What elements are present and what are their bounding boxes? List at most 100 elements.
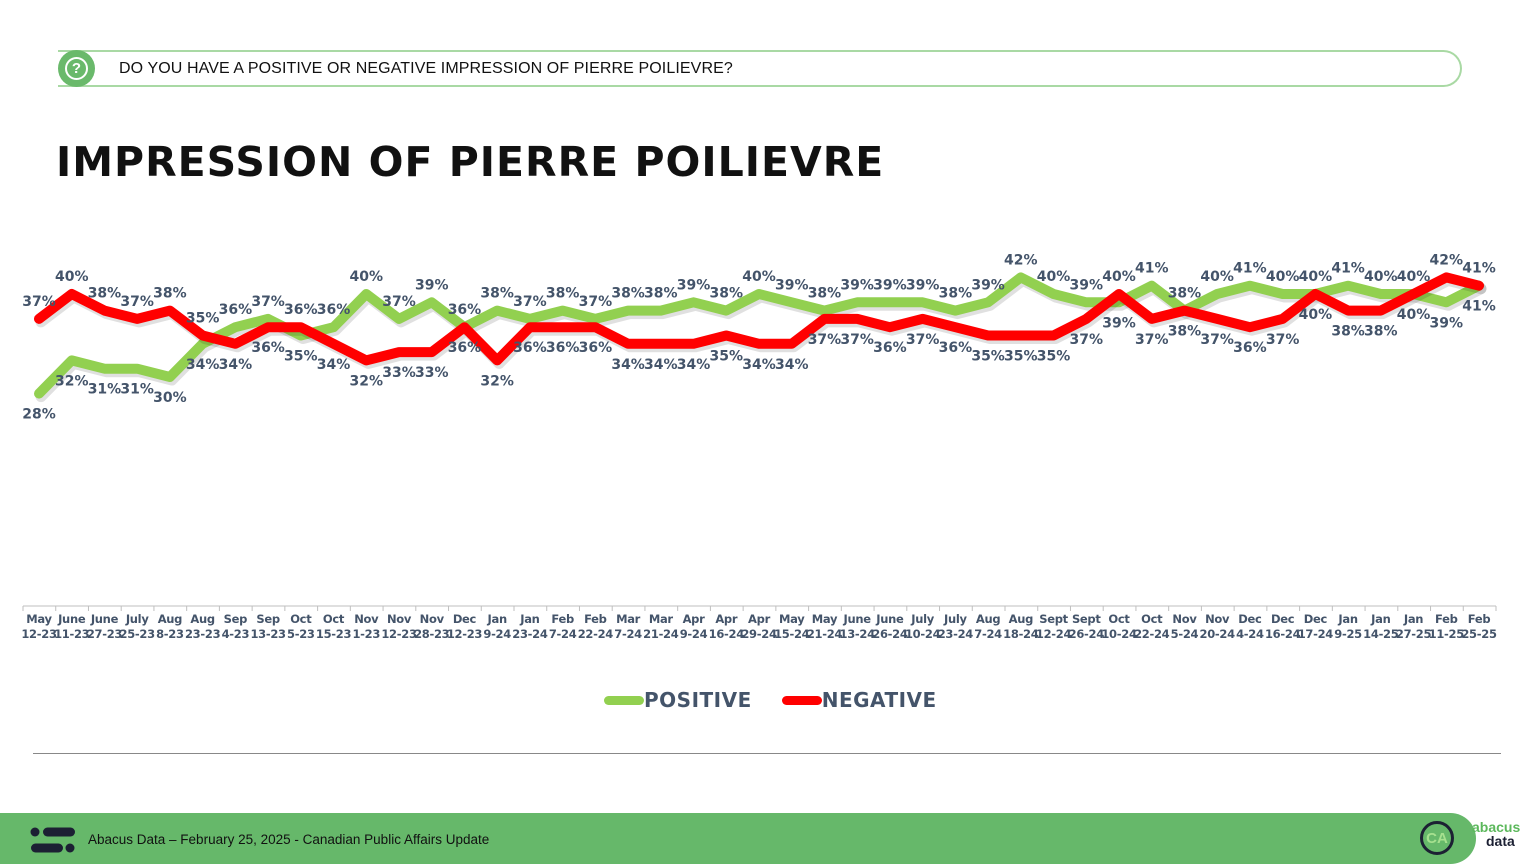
x-axis-label: June 11-23 [54,612,90,641]
negative-data-label: 37% [1266,332,1300,348]
negative-data-label: 33% [415,365,449,381]
x-axis-label: Oct 5-23 [287,612,315,641]
x-axis-label: Jan 14-25 [1363,612,1399,641]
negative-data-label: 36% [284,302,318,318]
chart-legend: POSITIVE NEGATIVE [604,688,967,712]
x-axis-label: Dec 12-23 [446,612,483,641]
negative-data-label: 35% [1004,349,1038,365]
footer: Abacus Data – February 25, 2025 - Canadi… [0,813,1536,864]
brand-name-line1: abacus [1472,819,1521,835]
x-axis-label: June 13-24 [839,612,876,641]
x-axis-label: Jan 27-25 [1395,612,1432,641]
positive-swatch [604,695,644,705]
negative-data-label: 40% [1299,307,1333,323]
x-axis-label: Aug 23-23 [184,612,221,641]
negative-data-label: 36% [1233,340,1267,356]
positive-data-label: 40% [1200,269,1234,285]
negative-data-label: 35% [710,349,744,365]
positive-data-label: 39% [775,277,809,293]
x-axis-label: Aug 18-24 [1003,612,1039,641]
x-axis-labels: May 12-23 June 11-23 June 27-23 July 25-23 Aug 8-… [0,612,1536,648]
positive-data-label: 40% [350,269,384,285]
x-axis-label: Feb 11-25 [1428,612,1465,641]
negative-data-label: 37% [1070,332,1104,348]
x-axis-label: Nov 12-23 [381,612,417,641]
negative-data-label: 36% [448,340,482,356]
x-axis-label: Nov 28-23 [414,612,450,641]
x-axis-label: Nov 1-23 [352,612,381,641]
negative-data-label: 38% [1168,324,1202,340]
brand-name-line2: data [1486,833,1515,849]
positive-data-label: 38% [611,286,645,302]
positive-data-label: 37% [513,294,547,310]
negative-data-label: 36% [546,340,580,356]
positive-data-label: 35% [284,349,318,365]
negative-swatch [781,695,822,705]
question-banner [58,50,1462,87]
negative-data-label: 38% [153,286,187,302]
x-axis-label: Jan 23-24 [512,612,548,641]
negative-data-label: 32% [480,373,514,389]
x-axis-label: Jan 9-25 [1334,612,1362,641]
positive-data-label: 40% [1037,269,1071,285]
negative-data-label: 36% [251,340,285,356]
positive-data-label: 41% [1462,261,1496,277]
positive-data-label: 40% [742,269,776,285]
positive-data-label: 36% [219,302,253,318]
positive-data-label: 41% [1135,261,1169,277]
x-axis-label: Sept 12-24 [1035,612,1072,641]
legend-positive: POSITIVE [604,688,752,712]
positive-data-label: 38% [546,286,580,302]
positive-data-label: 37% [382,294,416,310]
x-axis-label: Sept 26-24 [1068,612,1105,641]
legend-positive-label: POSITIVE [644,688,752,712]
negative-data-label: 38% [88,286,122,302]
x-axis-label: Aug 8-23 [156,612,184,641]
positive-data-label: 39% [415,277,449,293]
positive-data-label: 38% [644,286,678,302]
negative-data-label: 40% [1102,269,1136,285]
positive-data-label: 39% [1102,315,1136,331]
positive-data-label: 37% [579,294,613,310]
x-axis-label: July 25-23 [119,612,156,641]
x-axis-label: Sep 13-23 [250,612,286,641]
x-axis-label: July 10-24 [904,612,941,641]
negative-data-label: 34% [742,357,776,373]
positive-data-label: 38% [710,286,744,302]
x-axis-label: Apr 16-24 [708,612,745,641]
negative-data-label: 40% [55,269,89,285]
positive-data-label: 40% [1364,269,1398,285]
x-axis-label: May 21-24 [806,612,843,641]
x-axis-label: Jan 9-24 [483,612,511,641]
negative-data-label: 38% [1364,324,1398,340]
x-axis-label: Nov 5-24 [1170,612,1199,641]
positive-data-label: 34% [186,357,220,373]
negative-data-label: 36% [873,340,907,356]
negative-data-label: 34% [644,357,678,373]
x-axis-label: June 27-23 [86,612,123,641]
x-axis-label: Sep 4-23 [221,612,250,641]
x-axis-label: Dec 4-24 [1236,612,1264,641]
negative-data-label: 37% [906,332,940,348]
positive-data-label: 39% [1430,315,1464,331]
negative-data-label: 36% [579,340,613,356]
question-bubble-icon: ? [58,50,95,87]
positive-data-label: 40% [1299,269,1333,285]
x-axis-label: Nov 20-24 [1199,612,1236,641]
x-axis-label: July 23-24 [937,612,974,641]
positive-data-label: 41% [1233,261,1267,277]
negative-data-label: 37% [22,294,56,310]
brand-badge: CA abacus data [1416,813,1536,864]
negative-data-label: 37% [840,332,874,348]
positive-data-label: 37% [251,294,285,310]
x-axis-label: Feb 7-24 [548,612,577,641]
ca-badge-icon: CA [1420,821,1454,855]
negative-data-label: 38% [1331,324,1365,340]
negative-data-label: 34% [611,357,645,373]
negative-data-label: 40% [1397,307,1431,323]
positive-data-label: 30% [153,390,187,406]
positive-data-label: 38% [808,286,842,302]
negative-data-label: 34% [317,357,351,373]
x-axis-label: Dec 16-24 [1264,612,1301,641]
legend-negative-label: NEGATIVE [821,688,937,712]
